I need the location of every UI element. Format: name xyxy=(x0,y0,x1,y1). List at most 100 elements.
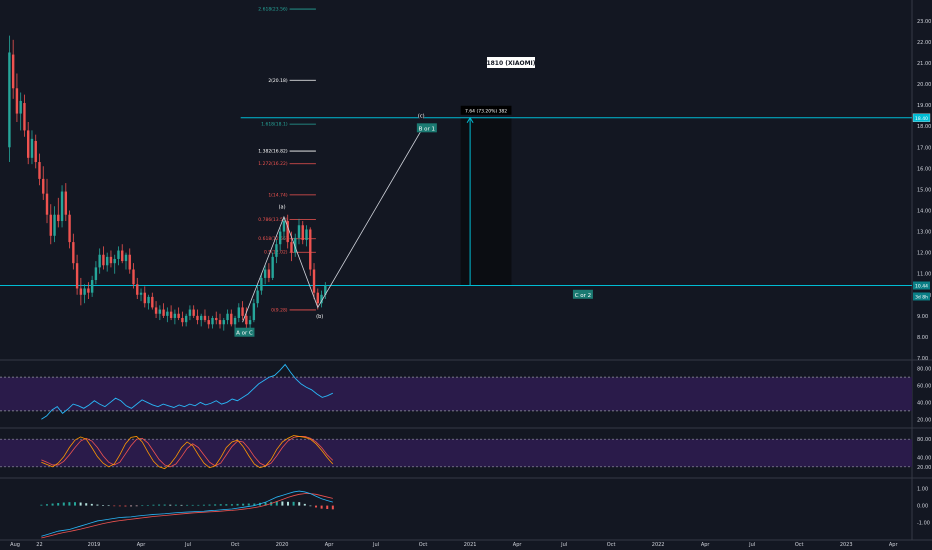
candle-body xyxy=(215,317,218,321)
candle-body xyxy=(30,138,34,158)
candle-body xyxy=(169,311,173,318)
candle-body xyxy=(15,88,19,114)
annotations: (a) (b) (c) A or C B or 1 C or 2 xyxy=(234,112,593,337)
fib-level-label: 1.382(16.82) xyxy=(258,149,288,155)
candle-body xyxy=(90,280,94,293)
candle-body xyxy=(87,288,90,293)
symbol-label: 1810 (XIAOMI) xyxy=(486,60,535,67)
price-tick-label: 15.00 xyxy=(917,187,931,193)
time-tick-label: Aug xyxy=(10,542,20,548)
candle-body xyxy=(38,162,41,179)
macd-line xyxy=(41,490,333,537)
stoch-tick-label: 40.00 xyxy=(917,456,931,462)
stoch-tick-label: 80.00 xyxy=(917,437,931,443)
macd-histogram-bar xyxy=(186,504,189,506)
candle-body xyxy=(271,256,274,278)
price-badges: 18.40 10.44 3d 8h xyxy=(912,113,931,301)
candle-body xyxy=(263,269,267,278)
candle-body xyxy=(23,103,26,131)
macd-histogram-bar xyxy=(169,504,172,506)
candle-body xyxy=(312,269,316,293)
price-tick-label: 14.00 xyxy=(917,209,931,215)
macd-histogram-bar xyxy=(202,504,205,506)
macd-panel: 1.00 0.00 -1.00 xyxy=(40,487,930,539)
price-tick-label: 16.00 xyxy=(917,166,931,172)
candle-body xyxy=(252,303,256,321)
macd-tick-label: 0.00 xyxy=(917,504,928,510)
time-tick-label: Apr xyxy=(701,542,711,548)
macd-histogram-bar xyxy=(247,503,250,506)
candle-body xyxy=(113,258,116,264)
candle-body xyxy=(275,244,278,257)
time-tick-label: 2020 xyxy=(276,542,289,548)
price-tick-label: 8.00 xyxy=(917,335,928,341)
macd-histogram-bar xyxy=(146,505,149,506)
candle-body xyxy=(94,267,98,281)
candle-body xyxy=(147,296,150,304)
candle-body xyxy=(72,242,75,264)
candle-body xyxy=(177,313,180,318)
macd-histogram-bar xyxy=(191,504,194,506)
wave-label-bg xyxy=(316,312,324,320)
candle-body xyxy=(248,320,252,325)
candle-body xyxy=(320,294,323,304)
wave-label: (c) xyxy=(418,114,425,120)
candle-body xyxy=(181,317,184,323)
candle-body xyxy=(19,100,22,114)
candle-body xyxy=(121,250,124,262)
time-tick-label: Jul xyxy=(560,542,567,548)
candle-body xyxy=(237,307,241,318)
macd-histogram-bar xyxy=(236,503,239,506)
macd-histogram-bar xyxy=(303,503,306,506)
fib-level-label: 2.618(23.56) xyxy=(258,7,288,13)
rsi-tick-label: 20.00 xyxy=(917,417,931,423)
candle-body xyxy=(230,313,233,325)
macd-histogram-bar xyxy=(124,505,127,507)
candle-body xyxy=(162,309,165,316)
candle-body xyxy=(211,317,214,325)
macd-histogram-bar xyxy=(152,504,155,506)
time-tick-label: Apr xyxy=(513,542,523,548)
stoch-panel: 80.00 40.00 20.00 xyxy=(0,435,931,471)
candle-body xyxy=(196,315,199,321)
candle-body xyxy=(233,317,237,325)
macd-histogram-bar xyxy=(230,504,233,506)
candle-body xyxy=(245,315,248,325)
macd-histogram-bar xyxy=(163,504,166,506)
time-tick-label: Oct xyxy=(607,542,616,548)
candle-body xyxy=(192,309,195,316)
fib-level-label: 1(14.74) xyxy=(268,192,288,198)
price-tick-label: 18.00 xyxy=(917,124,931,130)
candle-body xyxy=(139,292,143,295)
price-tick-label: 12.00 xyxy=(917,251,931,257)
price-tick-label: 21.00 xyxy=(917,61,931,67)
candle-body xyxy=(309,229,312,270)
candle-body xyxy=(207,320,210,325)
price-badge-bg xyxy=(913,281,930,290)
candle-body xyxy=(188,309,192,316)
price-tick-label: 22.00 xyxy=(917,40,931,46)
macd-histogram-bar xyxy=(208,504,211,506)
macd-histogram-bar xyxy=(45,504,48,506)
projection-box xyxy=(460,117,512,286)
candle-body xyxy=(143,292,146,304)
candles xyxy=(8,35,327,331)
macd-histogram-bar xyxy=(68,502,71,506)
candle-body xyxy=(98,254,101,268)
macd-tick-label: -1.00 xyxy=(917,521,930,527)
macd-histogram-bar xyxy=(219,504,222,506)
projection-zone: 7.64 (73.20%) 382 xyxy=(460,105,512,287)
macd-histogram-bar xyxy=(331,505,334,510)
candle-body xyxy=(282,221,286,232)
boxed-label-bg xyxy=(572,289,593,299)
symbol-label-group: 1810 (XIAOMI) xyxy=(486,57,536,68)
boxed-label: B or 1 xyxy=(419,126,435,132)
rsi-tick-label: 40.00 xyxy=(917,400,931,406)
macd-histogram-bar xyxy=(197,504,200,506)
macd-histogram-bar xyxy=(309,505,312,507)
fib-level-label: 1.272(16.22) xyxy=(258,161,288,167)
time-tick-label: Jul xyxy=(184,542,191,548)
candle-body xyxy=(27,130,30,158)
boxed-label: C or 2 xyxy=(575,293,591,299)
